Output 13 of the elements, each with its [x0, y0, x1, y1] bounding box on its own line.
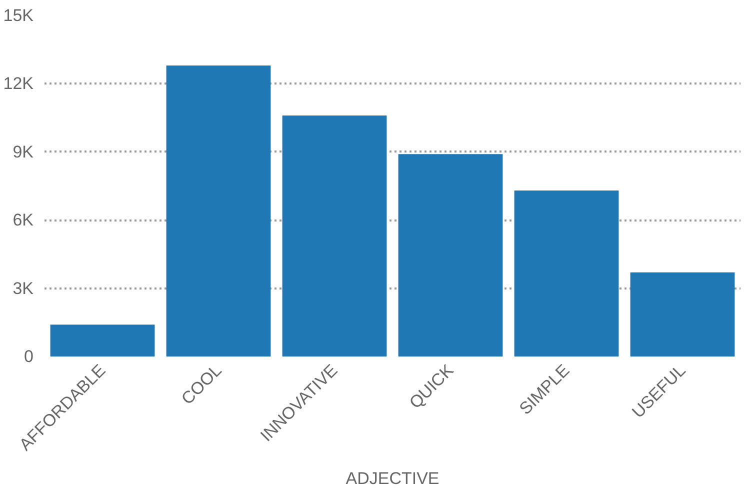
x-axis-title: ADJECTIVE — [346, 469, 440, 488]
bar — [282, 116, 387, 356]
bar — [630, 272, 735, 356]
bar — [50, 324, 155, 356]
y-tick-label: 0 — [24, 347, 34, 366]
y-tick-label: 15K — [3, 6, 34, 25]
y-tick-label: 9K — [12, 142, 34, 162]
bar — [398, 154, 503, 356]
bar — [514, 190, 619, 356]
y-tick-label: 6K — [12, 210, 34, 230]
bar — [166, 66, 271, 356]
y-tick-label: 3K — [12, 278, 34, 298]
y-tick-label: 12K — [3, 74, 34, 94]
